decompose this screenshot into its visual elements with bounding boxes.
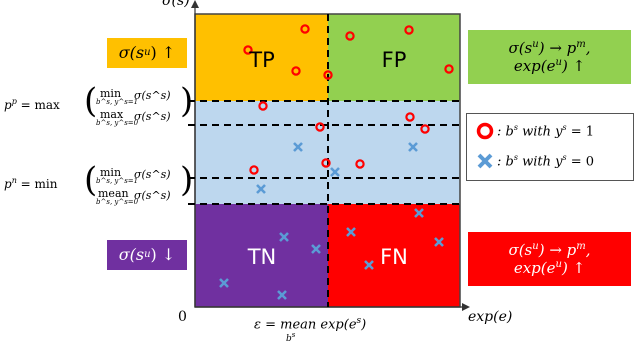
positive-sample-marker bbox=[404, 25, 414, 35]
tp-side-annotation: σ(s u) ↑ bbox=[107, 38, 187, 68]
legend-cross-icon bbox=[477, 153, 493, 169]
negative-sample-marker bbox=[311, 244, 321, 254]
sample-markers bbox=[219, 24, 454, 300]
positive-sample-marker bbox=[355, 159, 365, 169]
y-axis-label: σ(s) bbox=[162, 0, 190, 9]
legend-negative: : bs with ys = 0 bbox=[475, 152, 594, 170]
positive-sample-marker bbox=[444, 64, 454, 74]
negative-sample-marker bbox=[408, 142, 418, 152]
epsilon-threshold-label: ε = mean exp(es) bbox=[254, 316, 367, 333]
tn-label: TN bbox=[247, 244, 277, 269]
negative-sample-marker bbox=[330, 167, 340, 177]
negative-sample-marker bbox=[256, 184, 266, 194]
tn-side-annotation: σ(s u) ↓ bbox=[107, 240, 187, 270]
fn-label: FN bbox=[380, 244, 408, 269]
positive-sample-marker bbox=[321, 158, 331, 168]
negative-sample-marker bbox=[434, 237, 444, 247]
fn-region bbox=[328, 204, 460, 307]
positive-sample-marker bbox=[420, 124, 430, 134]
pp-threshold-formula: pp = max ( ) min b^s, y^s=1 σ(s^s) max b… bbox=[4, 81, 194, 127]
fp-region bbox=[328, 14, 460, 101]
legend-positive: : bs with ys = 1 bbox=[475, 122, 594, 140]
tn-region bbox=[195, 204, 328, 307]
positive-sample-marker bbox=[243, 45, 253, 55]
pn-threshold-formula: pn = min ( ) min b^s, y^s=1 σ(s^s) mean … bbox=[4, 160, 194, 206]
tp-label: TP bbox=[249, 47, 275, 72]
y-axis-arrowhead bbox=[191, 0, 199, 8]
positive-sample-marker bbox=[323, 70, 333, 80]
x-axis-label: exp(e) bbox=[468, 309, 513, 325]
tp-region bbox=[195, 14, 328, 101]
fp-label: FP bbox=[381, 47, 407, 72]
positive-sample-marker bbox=[405, 112, 415, 122]
legend-box: : bs with ys = 1 : bs with ys = 0 bbox=[466, 113, 634, 181]
legend-circle-icon bbox=[476, 122, 494, 140]
fp-side-annotation: σ(su) → pm, exp(eu) ↑ bbox=[468, 30, 631, 84]
negative-sample-marker bbox=[219, 278, 229, 288]
origin-label: 0 bbox=[178, 309, 187, 325]
negative-sample-marker bbox=[414, 208, 424, 218]
positive-sample-marker bbox=[345, 31, 355, 41]
negative-sample-marker bbox=[293, 142, 303, 152]
negative-sample-marker bbox=[346, 227, 356, 237]
x-axis-arrowhead bbox=[462, 303, 470, 311]
negative-sample-marker bbox=[364, 260, 374, 270]
positive-sample-marker bbox=[291, 66, 301, 76]
negative-sample-marker bbox=[277, 290, 287, 300]
fn-side-annotation: σ(su) → pm, exp(eu) ↑ bbox=[468, 232, 631, 286]
positive-sample-marker bbox=[249, 165, 259, 175]
negative-sample-marker bbox=[279, 232, 289, 242]
positive-sample-marker bbox=[315, 122, 325, 132]
positive-sample-marker bbox=[300, 24, 310, 34]
positive-sample-marker bbox=[258, 101, 268, 111]
epsilon-threshold-sub: bs bbox=[286, 331, 296, 344]
